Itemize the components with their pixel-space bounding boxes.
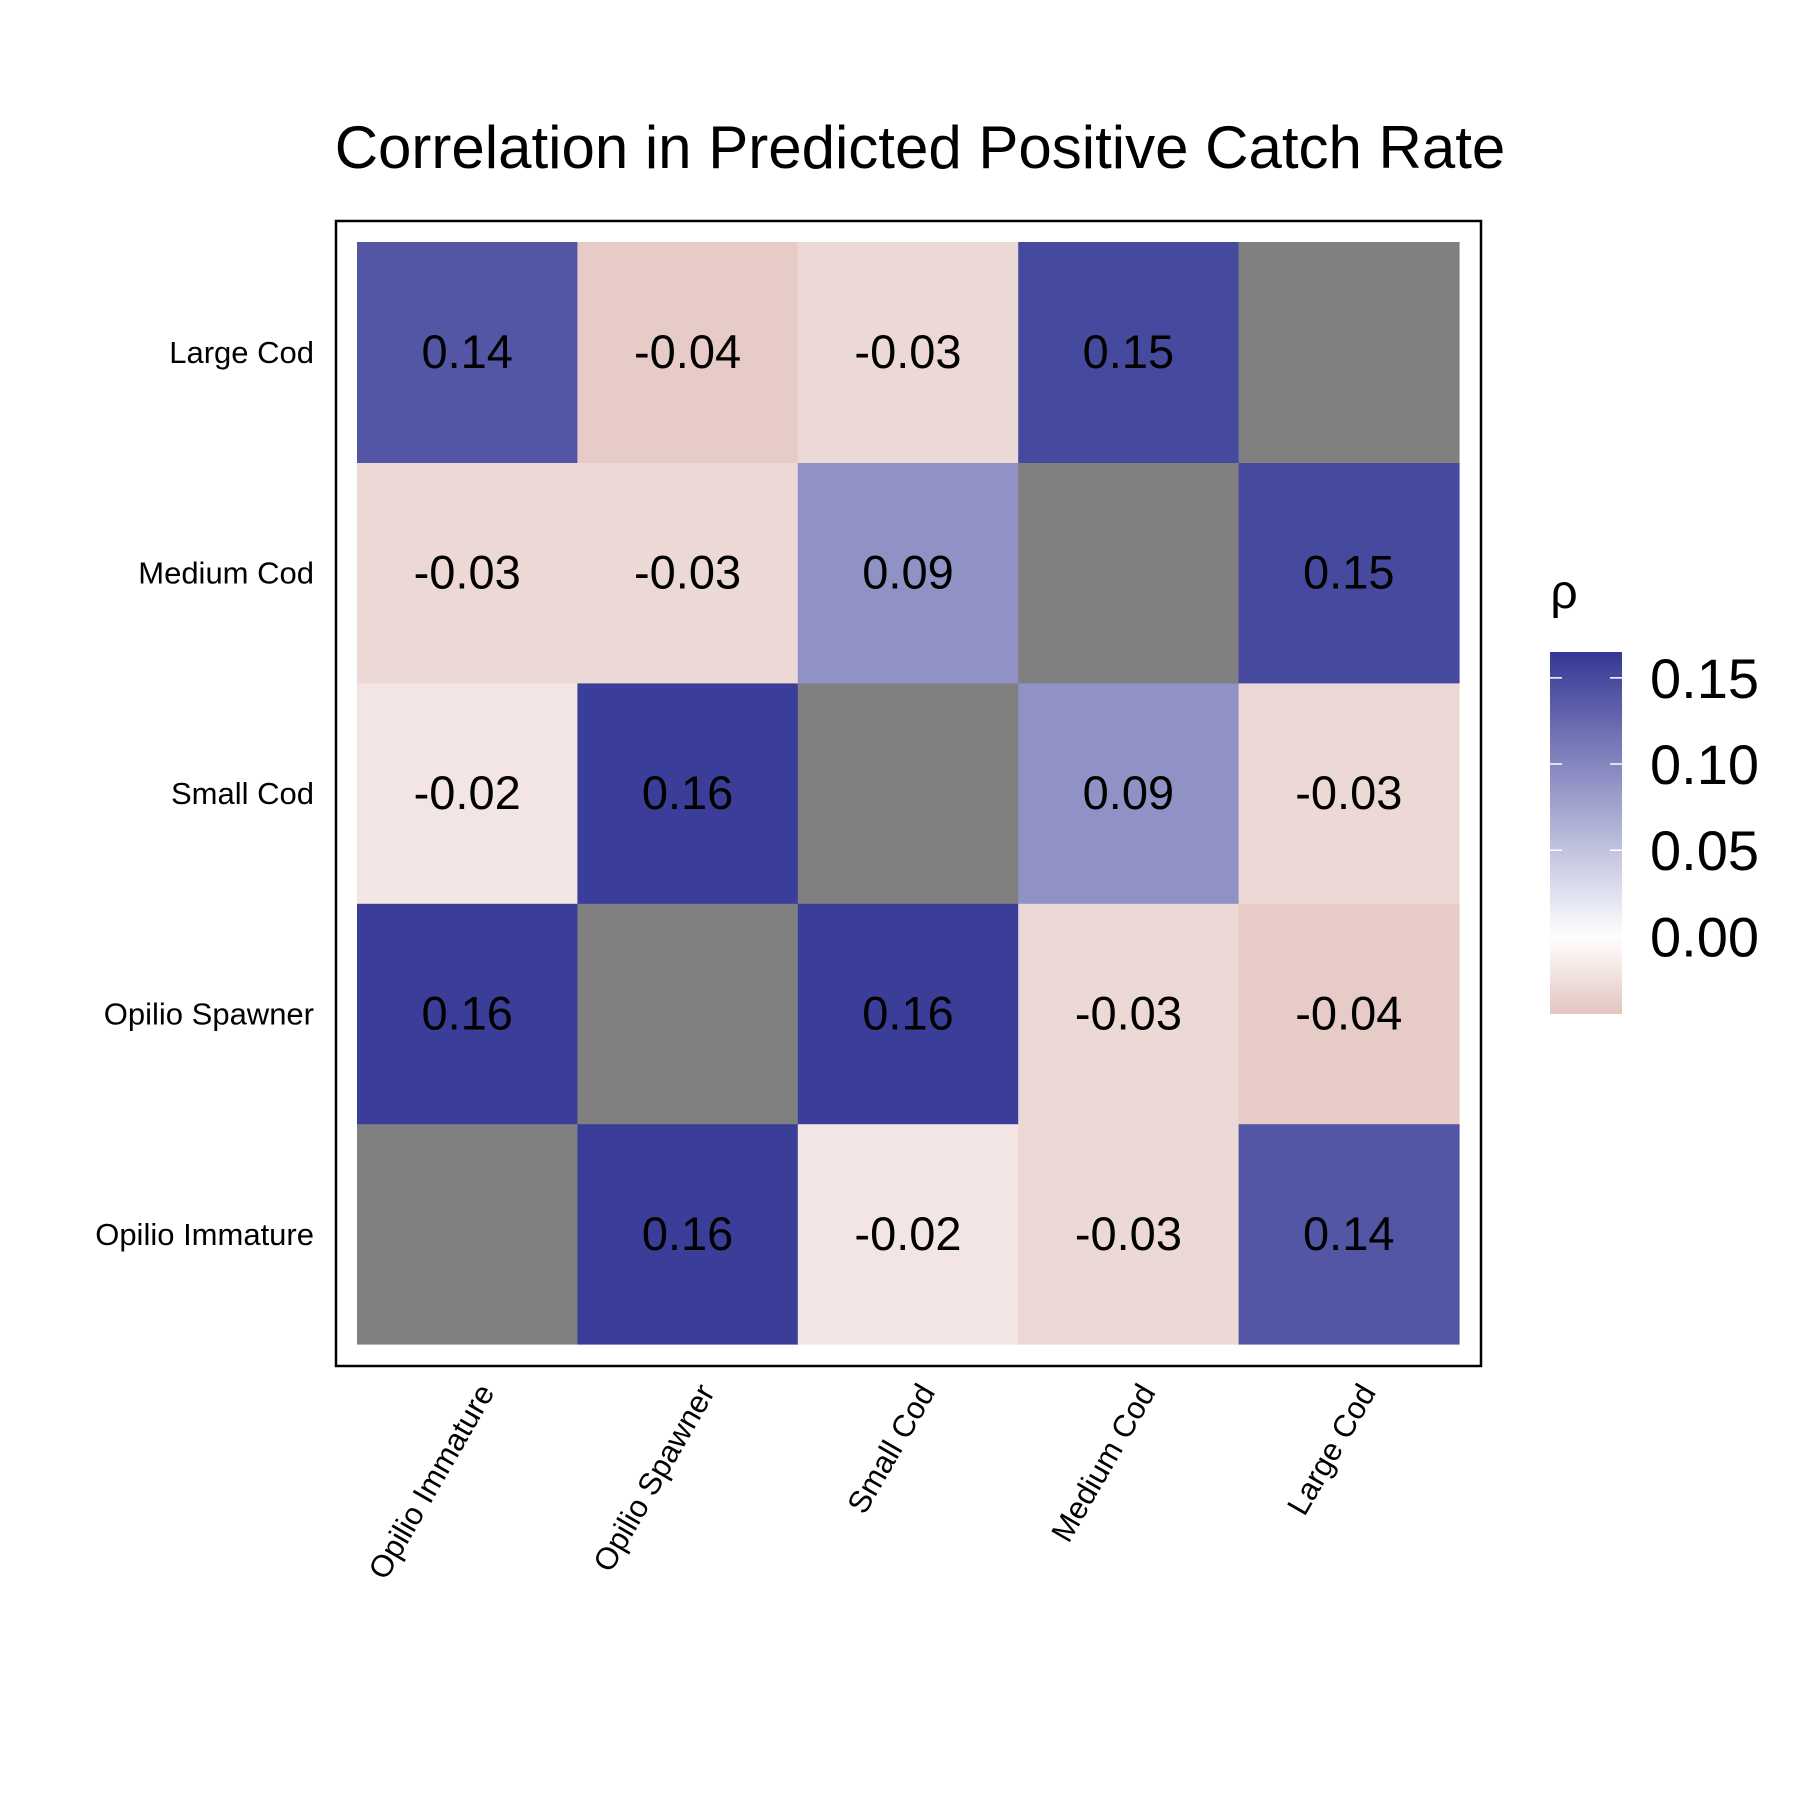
heatmap-cell-label: -0.02 <box>854 1207 961 1260</box>
heatmap-cell <box>357 462 578 684</box>
heatmap-cell-label: 0.16 <box>862 986 953 1039</box>
heatmap-cell-label: 0.16 <box>642 766 733 819</box>
y-tick-label: Medium Cod <box>138 556 314 591</box>
heatmap-cell <box>357 682 578 904</box>
heatmap-cell <box>1018 682 1240 904</box>
heatmap-cell <box>577 903 799 1125</box>
legend-tick-label: 0.15 <box>1650 647 1759 710</box>
legend-tick-label: 0.05 <box>1650 819 1759 882</box>
heatmap-cell <box>357 242 578 463</box>
heatmap-cell <box>797 462 1019 684</box>
heatmap-cell <box>1238 242 1460 463</box>
heatmap-cell-label: 0.09 <box>862 546 953 599</box>
heatmap-cell-label: -0.03 <box>634 546 741 599</box>
x-axis-tick-labels: Opilio Immature Opilio Spawner Small Cod Me… <box>362 1378 1383 1585</box>
heatmap-cell-label: -0.03 <box>1075 1207 1182 1260</box>
legend-tick-label: 0.10 <box>1650 733 1759 796</box>
x-tick-label: Small Cod <box>840 1378 942 1519</box>
heatmap-cell-label: 0.15 <box>1083 325 1174 378</box>
y-tick-label: Opilio Spawner <box>104 996 314 1031</box>
y-tick-label: Large Cod <box>169 335 314 370</box>
heatmap-cell <box>797 1123 1019 1345</box>
heatmap-cell <box>1238 903 1460 1125</box>
heatmap-cell-label: 0.14 <box>421 325 512 378</box>
plot-panel-border <box>334 219 1483 1368</box>
heatmap-cell-label: -0.03 <box>414 546 521 599</box>
heatmap-cell <box>1018 903 1240 1125</box>
heatmap-cell-label: -0.03 <box>1295 766 1402 819</box>
y-tick-label: Opilio Immature <box>95 1217 314 1252</box>
heatmap-cell-labels: 0.16 -0.02 -0.03 0.14 0.16 0.16 -0.03 -0.04 -0.0… <box>414 325 1403 1260</box>
heatmap-cell-label: -0.03 <box>1075 986 1182 1039</box>
x-tick-label: Opilio Spawner <box>586 1378 721 1578</box>
heatmap-cell <box>1238 462 1460 684</box>
heatmap-cell <box>797 903 1019 1125</box>
heatmap-cell-label: -0.04 <box>634 325 741 378</box>
heatmap-cell <box>1018 462 1240 684</box>
heatmap-cell <box>1018 242 1240 463</box>
y-axis-tick-labels: Opilio Immature Opilio Spawner Small Cod Me… <box>95 335 314 1252</box>
heatmap-cell <box>357 1123 578 1345</box>
heatmap-cell-label: 0.09 <box>1083 766 1174 819</box>
heatmap-cell-label: 0.16 <box>642 1207 733 1260</box>
x-tick-label: Medium Cod <box>1044 1378 1162 1548</box>
heatmap-cells <box>357 242 1460 1345</box>
heatmap-cell <box>577 242 799 463</box>
heatmap-cell <box>1018 1123 1240 1345</box>
heatmap-cell-label: -0.02 <box>414 766 521 819</box>
x-tick-label: Opilio Immature <box>362 1378 502 1585</box>
heatmap-cell <box>797 682 1019 904</box>
heatmap-cell-label: -0.03 <box>854 325 961 378</box>
legend-colorbar <box>1550 652 1622 1014</box>
heatmap-cell-label: 0.16 <box>421 986 512 1039</box>
heatmap-cell <box>577 682 799 904</box>
heatmap-cell-label: -0.04 <box>1295 986 1402 1039</box>
heatmap-cell-label: 0.14 <box>1303 1207 1394 1260</box>
y-tick-label: Small Cod <box>171 776 314 811</box>
x-tick-label: Large Cod <box>1280 1378 1383 1521</box>
heatmap-cell <box>797 242 1019 463</box>
chart-title: Correlation in Predicted Positive Catch … <box>335 114 1506 181</box>
heatmap-cell-label: 0.15 <box>1303 546 1394 599</box>
heatmap-cell <box>577 1123 799 1345</box>
color-legend: ρ 0.15 0.10 0.05 0.00 <box>1550 566 1759 1014</box>
legend-tick-label: 0.00 <box>1650 905 1759 968</box>
heatmap-cell <box>357 903 578 1125</box>
heatmap-cell <box>1238 1123 1460 1345</box>
legend-title: ρ <box>1550 566 1577 619</box>
heatmap-cell <box>577 462 799 684</box>
heatmap-cell <box>1238 682 1460 904</box>
